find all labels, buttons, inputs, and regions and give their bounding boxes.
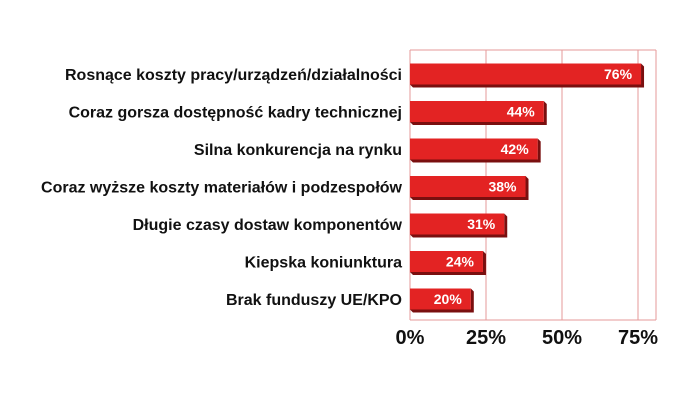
bar-layer [410,63,645,313]
data-label-4: 38% [488,179,517,195]
bar-1 [410,63,642,85]
bar-shadow [410,138,541,163]
data-label-3: 42% [501,141,530,157]
bar-shadow [410,251,486,275]
bar-2 [410,101,544,122]
category-label-6: Kiepska koniunktura [245,255,402,272]
bar-7 [410,288,471,310]
bar-4 [410,176,526,197]
data-label-1: 76% [604,66,633,82]
bar-6 [410,251,483,272]
category-label-1: Rosnące koszty pracy/urządzeń/działalnoś… [65,67,402,84]
data-label-7: 20% [434,291,463,307]
bar-5 [410,213,505,235]
x-tick-label-50: 50% [542,327,582,349]
bar-shadow [410,213,508,238]
data-label-2: 44% [507,104,536,120]
label-layer: 76% Rosnące koszty pracy/urządzeń/działal… [41,66,633,309]
x-tick-label-25: 25% [466,327,506,349]
category-label-5: Długie czasy dostaw komponentów [133,217,403,234]
bar-3 [410,138,538,160]
bar-shadow [410,63,645,88]
category-label-3: Silna konkurencja na rynku [194,142,402,159]
tick-layer: 0% 25% 50% 75% [396,327,659,349]
bar-shadow [410,101,547,125]
data-label-6: 24% [446,254,475,270]
grid-layer [409,49,657,321]
x-tick-label-75: 75% [618,327,658,349]
bar-shadow [410,176,529,200]
x-tick-label-0: 0% [396,327,425,349]
data-label-5: 31% [467,216,496,232]
category-label-4: Coraz wyższe koszty materiałów i podzesp… [41,180,403,197]
category-label-2: Coraz gorsza dostępność kadry techniczne… [69,105,402,122]
category-label-7: Brak funduszy UE/KPO [226,292,402,309]
bar-shadow [410,288,474,313]
